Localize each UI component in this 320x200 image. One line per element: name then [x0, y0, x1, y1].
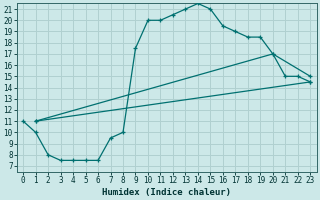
X-axis label: Humidex (Indice chaleur): Humidex (Indice chaleur) — [102, 188, 231, 197]
